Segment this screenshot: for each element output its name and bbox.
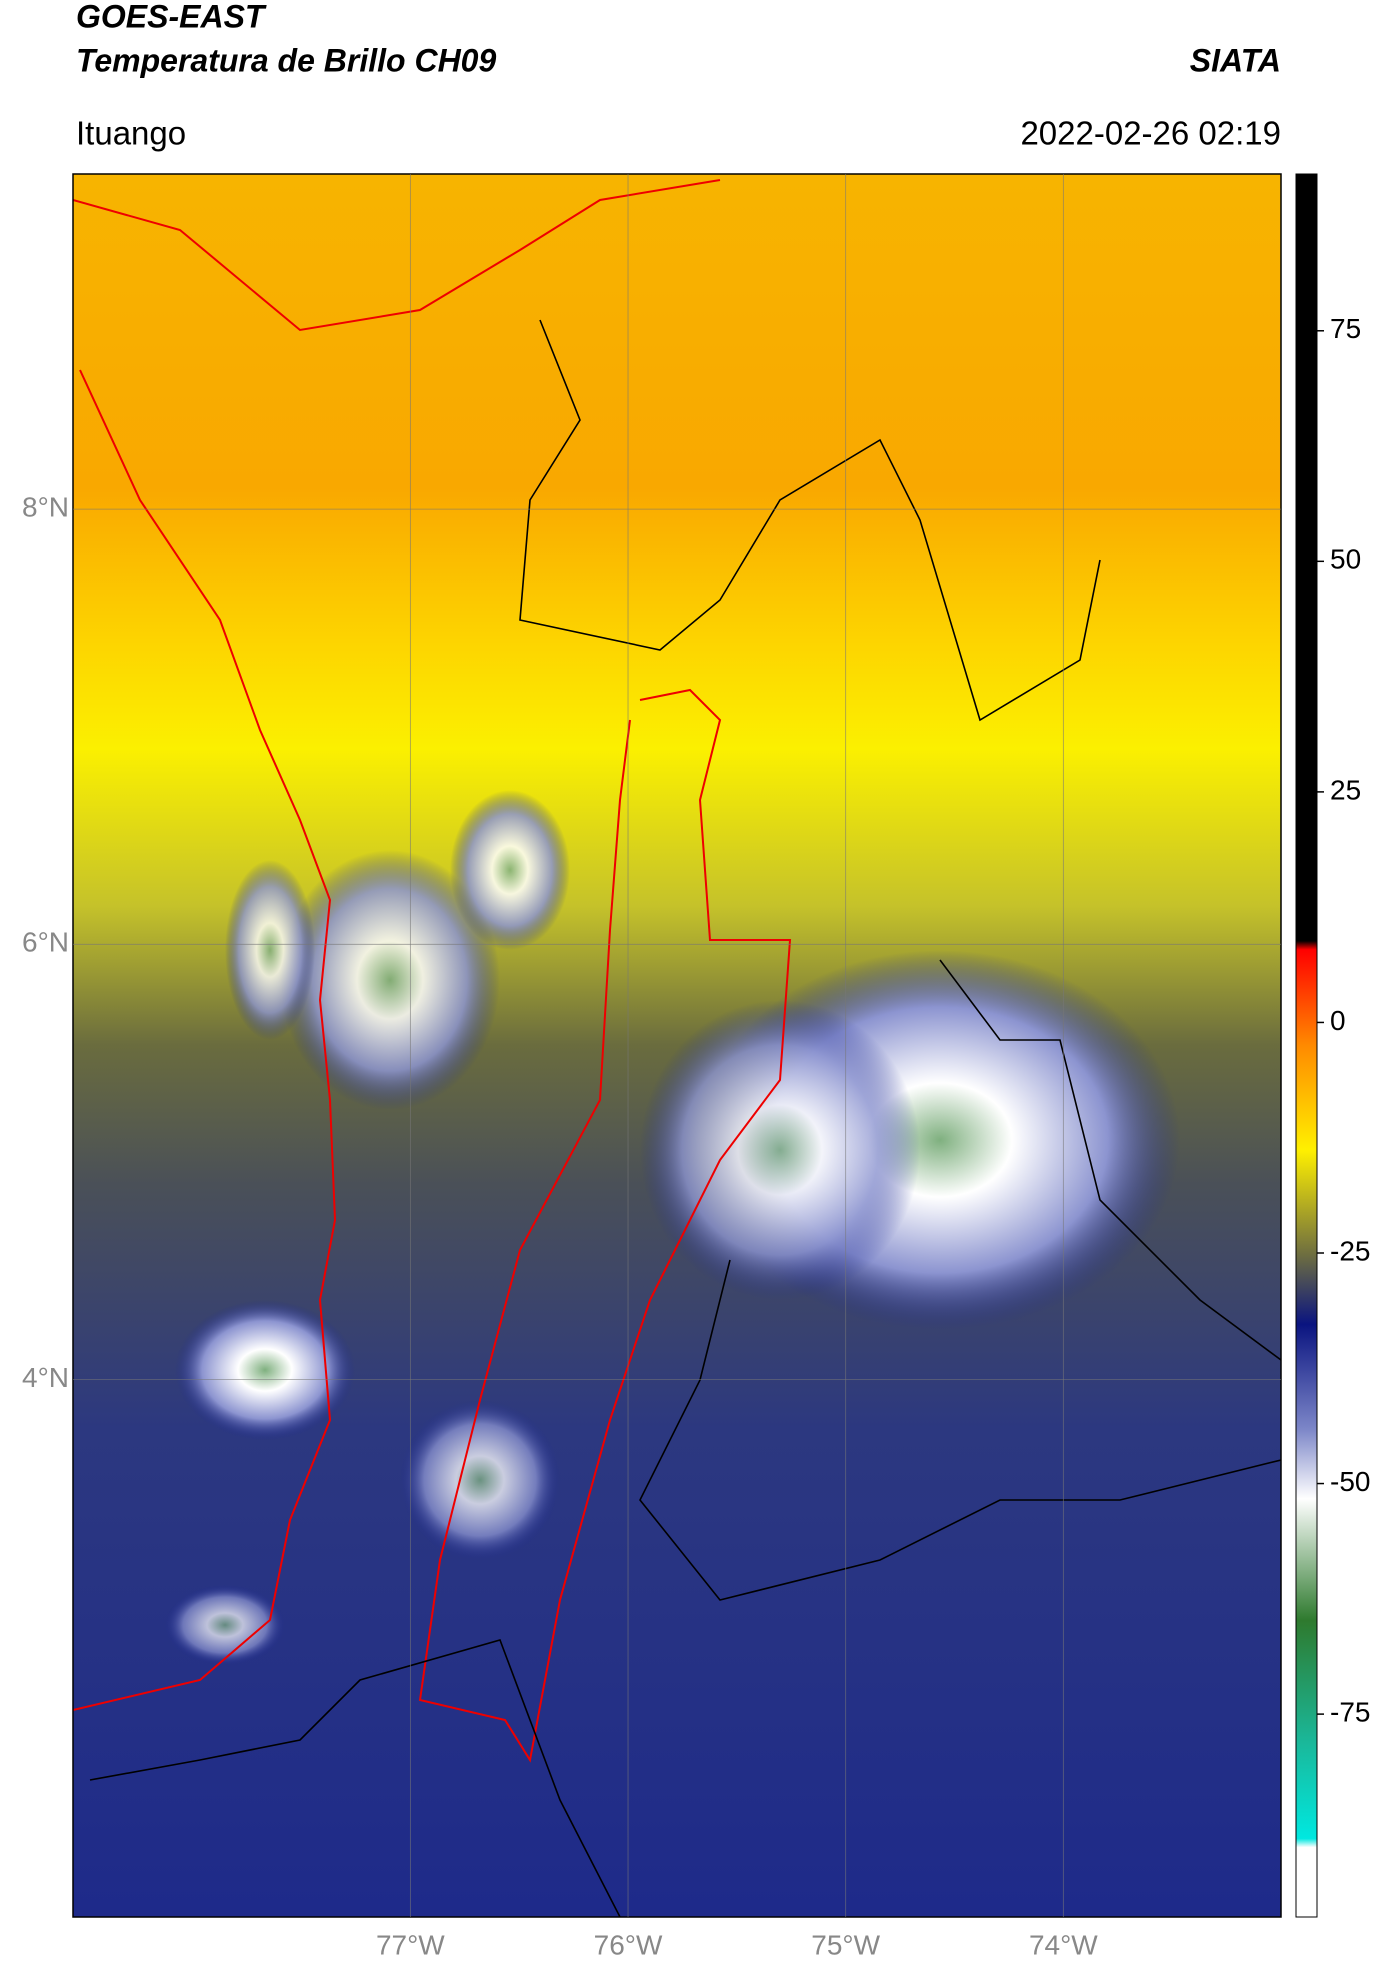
satellite: GOES-EAST: [76, 0, 267, 34]
cloud: [175, 1300, 355, 1440]
colorbar-tick-label: 25: [1330, 774, 1361, 805]
coastline: [73, 179, 721, 332]
x-tick-label: 75°W: [811, 1929, 880, 1960]
product: Temperatura de Brillo CH09: [76, 42, 496, 78]
colorbar-tick-label: -25: [1330, 1235, 1370, 1266]
x-tick-label: 74°W: [1029, 1929, 1098, 1960]
x-tick-label: 77°W: [376, 1929, 445, 1960]
colorbar-tick-label: -50: [1330, 1466, 1370, 1497]
border: [89, 1639, 621, 1917]
map-frame: [72, 173, 1282, 1918]
cloud: [225, 860, 315, 1040]
border: [939, 959, 1281, 1361]
agency: SIATA: [1190, 42, 1281, 78]
cloud: [400, 1400, 560, 1560]
colorbar-tick-label: 50: [1330, 544, 1361, 575]
cloud: [280, 850, 500, 1110]
region: Ituango: [76, 115, 186, 152]
y-tick-label: 4°N: [22, 1362, 69, 1393]
coastline: [73, 369, 337, 1711]
department-border: [418, 688, 792, 1763]
border: [639, 1259, 1281, 1601]
cloud: [165, 1585, 285, 1665]
datetime: 2022-02-26 02:19: [1020, 115, 1281, 152]
map-image: [73, 174, 1281, 1917]
border: [519, 319, 1101, 722]
colorbar-tick-label: 75: [1330, 313, 1361, 344]
colorbar: [1295, 173, 1318, 1918]
y-tick-label: 6°N: [22, 927, 69, 958]
y-tick-label: 8°N: [22, 491, 69, 522]
cloud: [640, 1000, 920, 1300]
x-tick-label: 76°W: [594, 1929, 663, 1960]
colorbar-tick-label: -75: [1330, 1697, 1370, 1728]
colorbar-tick-label: 0: [1330, 1005, 1346, 1036]
cloud: [450, 790, 570, 950]
